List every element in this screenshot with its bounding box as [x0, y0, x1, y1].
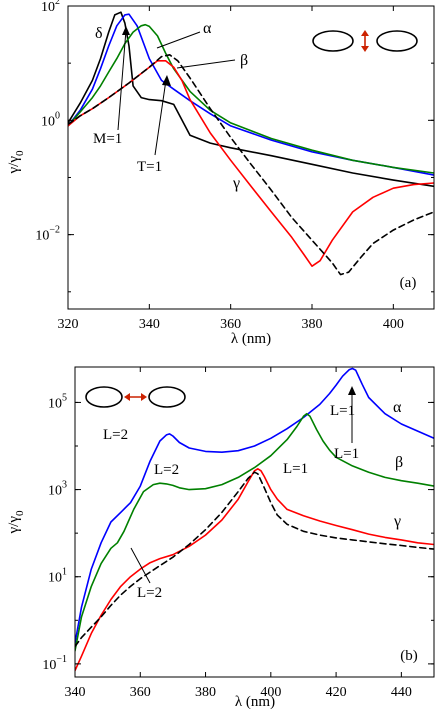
panel-a-series — [68, 11, 434, 276]
panel-b-x-ticks: 340 360 380 400 420 440 — [65, 367, 412, 700]
panel-a-y-tick-label: 10−2 — [35, 225, 60, 244]
panel-b-x-tick-label: 440 — [391, 685, 412, 700]
panel-a-label: (a) — [400, 275, 417, 291]
panel-a-x-tick-label: 360 — [220, 317, 241, 332]
panel-b-xlabel: λ (nm) — [235, 694, 275, 710]
annotation-gamma-b: γ — [393, 513, 401, 530]
panel-a-y-tick-label: 102 — [41, 0, 60, 15]
panel-a-frame — [67, 5, 435, 310]
panel-a-series-alpha — [68, 13, 434, 176]
annotation-alpha-b: α — [393, 399, 402, 416]
panel-a-series-beta — [68, 23, 434, 174]
panel-b-y-tick-label: 10−1 — [42, 654, 67, 673]
panel-a-x-tick-label: 340 — [139, 317, 160, 332]
panel-a-x-tick-label: 380 — [302, 317, 323, 332]
annotation-beta-a: β — [240, 52, 248, 69]
annotation-l1-alpha: L=1 — [334, 446, 359, 462]
panel-b-x-tick-label: 360 — [130, 685, 151, 700]
annotation-l2-alpha: L=2 — [103, 427, 128, 443]
panel-b-ylabel: γ/γ0 — [6, 510, 26, 534]
panel-b-y-ticks: 105 103 101 10−1 — [42, 392, 434, 673]
panel-b-frame — [74, 366, 435, 678]
panel-b-y-tick-label: 103 — [48, 480, 67, 499]
panel-b-ylabel-main: γ/γ — [6, 516, 22, 535]
two-ellipses-horizontal-arrow-icon — [85, 386, 186, 408]
panel-b-series-dashed — [75, 471, 434, 648]
panel-a-ylabel: γ/γ0 — [6, 150, 26, 174]
annotation-delta-a: δ — [95, 25, 103, 42]
annotation-m1: M=1 — [93, 131, 122, 147]
panel-a-x-tick-label: 320 — [58, 317, 79, 332]
panel-b-x-tick-label: 420 — [326, 685, 347, 700]
panel-a-series-dashed — [68, 54, 434, 276]
annotation-alpha-a: α — [203, 20, 212, 37]
panel-b-y-tick-label: 101 — [48, 567, 67, 586]
panel-b-ylabel-sub: 0 — [14, 510, 26, 516]
two-ellipses-vertical-arrow-icon — [312, 30, 418, 52]
panel-b-label: (b) — [400, 648, 418, 664]
annotation-l1-gamma: L=1 — [283, 461, 308, 477]
annotation-t1: T=1 — [137, 159, 162, 175]
annotation-l2-beta: L=2 — [154, 462, 179, 478]
panel-b-x-tick-label: 340 — [65, 685, 86, 700]
panel-a-x-tick-label: 400 — [383, 317, 404, 332]
panel-a-x-ticks: 320 340 360 380 400 — [58, 6, 404, 332]
panel-b-series-gamma — [75, 468, 434, 672]
panel-a-ylabel-sub: 0 — [14, 150, 26, 156]
panel-b-series — [75, 367, 434, 672]
panel-a: 320 340 360 380 400 102 100 10−2 λ (nm) γ/γ0 (… — [6, 0, 435, 347]
panel-a-y-tick-label: 100 — [41, 110, 60, 129]
panel-a-y-ticks: 102 100 10−2 — [35, 0, 434, 293]
annotation-beta-b: β — [395, 454, 403, 471]
annotation-gamma-a: γ — [232, 175, 240, 192]
panel-a-series-delta — [68, 11, 434, 188]
annotation-l1-beta: L=1 — [330, 403, 355, 419]
annotation-l2-gamma: L=2 — [137, 585, 162, 601]
panel-b-annotation-pointers — [130, 386, 356, 584]
panel-a-ylabel-main: γ/γ — [6, 156, 22, 175]
panel-b-x-tick-label: 400 — [260, 685, 281, 700]
panel-b-series-alpha — [75, 367, 434, 644]
panel-b-x-tick-label: 380 — [195, 685, 216, 700]
panel-b-series-beta — [75, 412, 434, 652]
panel-b-y-tick-label: 105 — [48, 392, 67, 411]
panel-a-annotation-pointers — [117, 26, 236, 156]
panel-a-xlabel: λ (nm) — [231, 331, 271, 347]
